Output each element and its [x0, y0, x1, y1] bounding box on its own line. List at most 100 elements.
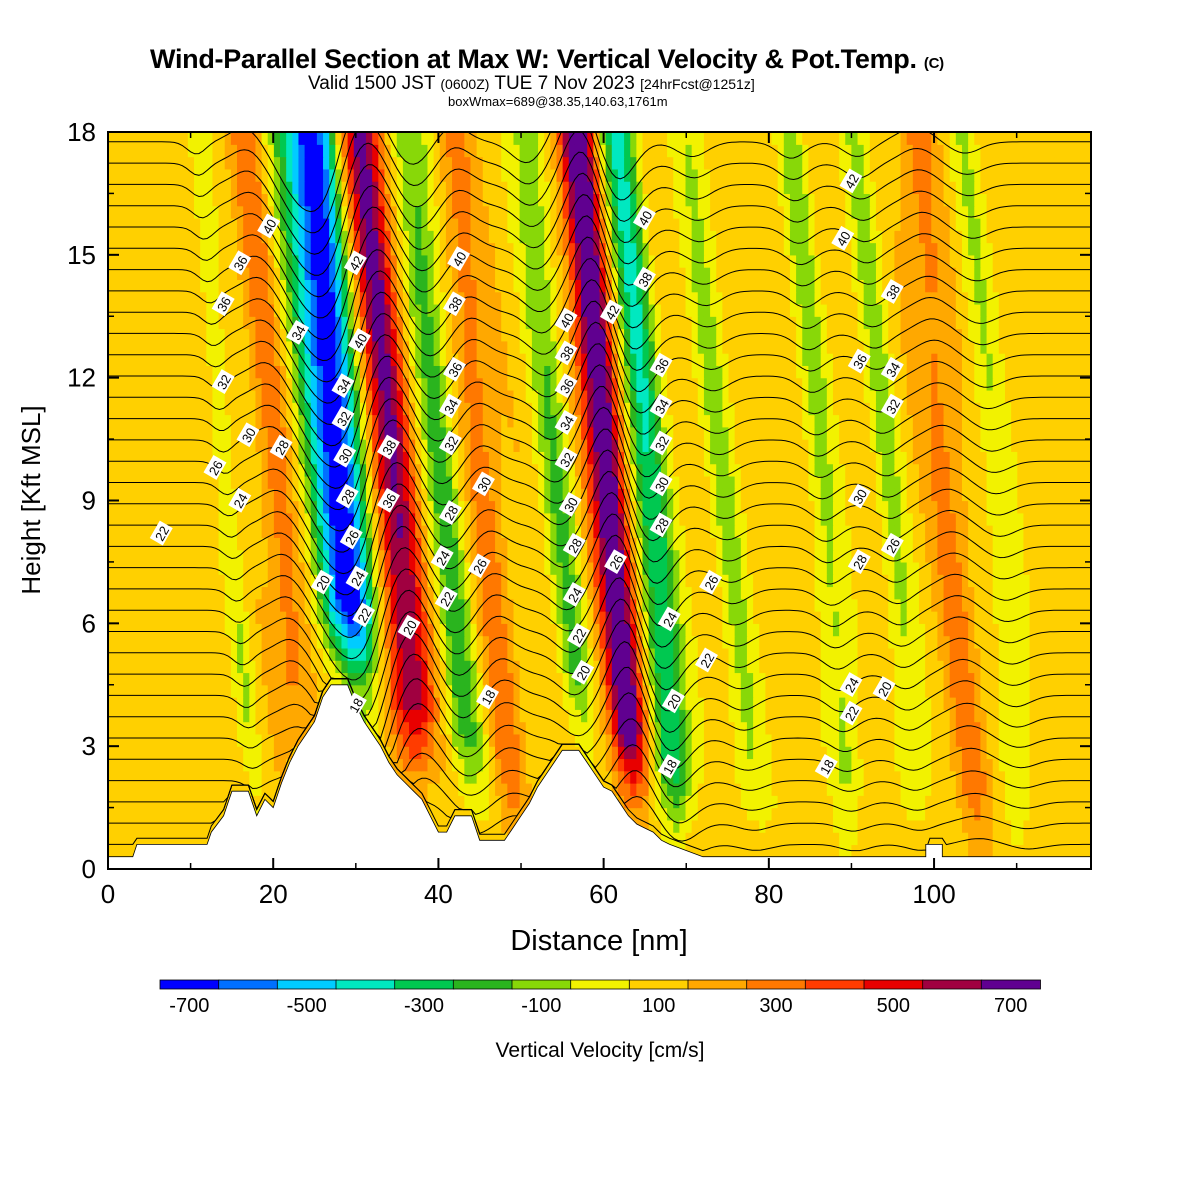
x-tick-label: 60 [589, 879, 618, 909]
theta-label-text: 30 [474, 474, 494, 494]
theta-label: 28 [562, 532, 586, 558]
theta-label-text: 20 [573, 663, 593, 683]
chart-title: Wind-Parallel Section at Max W: Vertical… [150, 44, 944, 75]
theta-label: 42 [343, 250, 367, 276]
theta-label: 20 [310, 569, 334, 595]
theta-label: 36 [376, 487, 400, 513]
theta-label: 40 [831, 225, 855, 251]
theta-label: 28 [649, 512, 673, 538]
theta-label: 18 [657, 753, 681, 779]
theta-label: 24 [657, 606, 681, 632]
theta-label-box [847, 483, 871, 509]
theta-contour [108, 678, 1091, 806]
theta-label-box [333, 442, 357, 468]
theta-label-text: 40 [635, 208, 655, 228]
theta-label-text: 36 [557, 376, 577, 396]
theta-label: 38 [554, 340, 578, 366]
theta-label-box [286, 319, 310, 345]
theta-label-box [211, 291, 235, 317]
x-tick-label: 20 [259, 879, 288, 909]
theta-label-text: 26 [701, 573, 721, 593]
theta-contour [108, 491, 1091, 617]
terrain-shape [108, 684, 1091, 869]
colorbar-tick-label: 100 [642, 995, 675, 1017]
theta-label: 42 [599, 299, 623, 325]
theta-label: 26 [339, 524, 363, 550]
theta-label: 18 [814, 753, 838, 779]
theta-label-box [269, 434, 293, 460]
theta-label-text: 32 [557, 450, 577, 470]
colorbar-tick-label: 500 [877, 995, 910, 1017]
theta-label-box [203, 455, 227, 480]
theta-label-box [661, 688, 685, 714]
theta-label: 26 [880, 532, 904, 558]
theta-contour [108, 279, 1091, 404]
theta-label-text: 18 [660, 757, 680, 777]
theta-label-text: 36 [214, 294, 234, 314]
theta-label-text: 18 [817, 757, 837, 777]
valid-utc: (0600Z) [440, 76, 490, 92]
colorbar-swatch [863, 979, 924, 990]
theta-label-text: 22 [354, 605, 374, 625]
theta-label-text: 36 [379, 491, 399, 511]
theta-label-box [562, 532, 586, 558]
theta-label-box [558, 491, 582, 517]
theta-label-text: 34 [652, 397, 672, 417]
colorbar-swatch [687, 979, 748, 990]
forecast-stamp: [24hrFcst@1251z] [640, 76, 755, 92]
theta-label-text: 32 [334, 409, 354, 429]
theta-label-box [566, 622, 590, 648]
colorbar-tick-label: 300 [759, 995, 792, 1017]
theta-contour [108, 132, 1091, 255]
theta-contour [108, 641, 1091, 739]
theta-contour [108, 385, 1091, 511]
theta-label-box [228, 487, 252, 513]
theta-label-text: 36 [231, 253, 251, 273]
theta-label-box [839, 672, 863, 697]
theta-label-box [694, 647, 718, 673]
theta-label-text: 22 [842, 704, 862, 724]
theta-label-text: 36 [850, 352, 870, 372]
theta-label: 32 [211, 369, 235, 394]
theta-label: 34 [880, 356, 904, 382]
theta-label-box [352, 602, 376, 628]
theta-labels: 40 36 36 34 32 30 28 26 24 22 20 42 40 34 32 30 28 26 24 22… [149, 168, 904, 779]
theta-label-box [880, 393, 904, 419]
theta-label: 20 [661, 688, 685, 714]
x-tick-label: 0 [101, 879, 115, 909]
theta-label-text: 38 [445, 294, 465, 314]
theta-contour [108, 666, 1091, 752]
x-tick-label: 80 [754, 879, 783, 909]
valid-date: TUE 7 Nov 2023 [494, 73, 635, 94]
theta-label-box [376, 434, 400, 460]
theta-contour [108, 132, 1091, 234]
theta-label-text: 30 [652, 474, 672, 494]
theta-label: 38 [376, 434, 400, 460]
theta-label-text: 40 [350, 331, 370, 351]
theta-label-box [847, 348, 871, 374]
colorbar-tick-label: 700 [994, 995, 1027, 1017]
theta-label-text: 34 [441, 397, 461, 417]
theta-label-text: 34 [334, 376, 354, 396]
theta-label-text: 26 [342, 528, 362, 548]
theta-label: 32 [331, 405, 355, 431]
theta-contour [108, 470, 1091, 596]
y-tick-label: 9 [82, 486, 96, 516]
theta-label-text: 24 [231, 491, 251, 511]
theta-label-text: 18 [478, 687, 498, 707]
theta-label-text: 38 [635, 270, 655, 290]
theta-label: 22 [149, 520, 173, 546]
theta-label-box [649, 512, 673, 538]
theta-label-box [331, 373, 355, 399]
theta-label: 30 [558, 491, 582, 517]
theta-label-text: 18 [346, 695, 366, 715]
colorbar-tick-label: -300 [404, 995, 444, 1017]
theta-label: 36 [554, 373, 578, 399]
theta-label-text: 20 [400, 618, 420, 638]
theta-label-box [847, 549, 871, 575]
theta-label-text: 34 [288, 323, 308, 343]
theta-contour [108, 449, 1091, 575]
theta-label: 40 [347, 328, 371, 353]
theta-label-box [554, 340, 578, 366]
